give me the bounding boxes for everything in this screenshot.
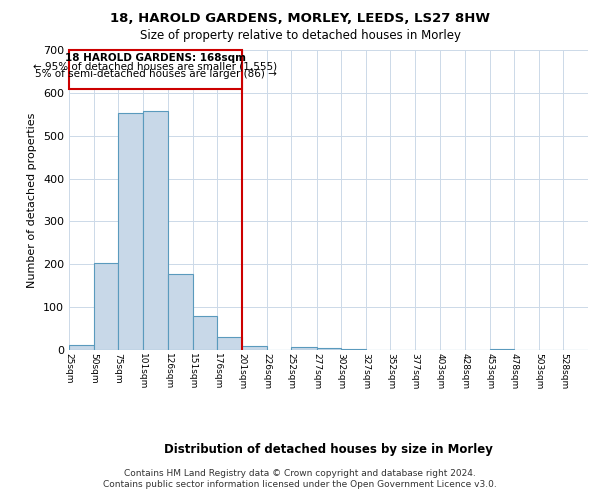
Text: Size of property relative to detached houses in Morley: Size of property relative to detached ho…: [139, 29, 461, 42]
Y-axis label: Number of detached properties: Number of detached properties: [28, 112, 37, 288]
Text: Distribution of detached houses by size in Morley: Distribution of detached houses by size …: [164, 442, 493, 456]
Text: ← 95% of detached houses are smaller (1,555): ← 95% of detached houses are smaller (1,…: [34, 61, 278, 71]
Bar: [69, 345, 94, 350]
Bar: [317, 348, 341, 350]
Bar: [193, 316, 217, 350]
Bar: [143, 112, 168, 350]
Text: Contains HM Land Registry data © Crown copyright and database right 2024.: Contains HM Land Registry data © Crown c…: [124, 469, 476, 478]
Text: 18, HAROLD GARDENS, MORLEY, LEEDS, LS27 8HW: 18, HAROLD GARDENS, MORLEY, LEEDS, LS27 …: [110, 12, 490, 26]
Bar: [490, 348, 514, 350]
Bar: [341, 348, 366, 350]
Bar: [242, 346, 266, 350]
Bar: [94, 262, 118, 350]
Text: 18 HAROLD GARDENS: 168sqm: 18 HAROLD GARDENS: 168sqm: [65, 54, 246, 64]
Bar: [217, 337, 242, 350]
Bar: [118, 112, 143, 350]
Bar: [291, 346, 317, 350]
Bar: [168, 274, 193, 350]
Bar: [69, 50, 242, 88]
Text: Contains public sector information licensed under the Open Government Licence v3: Contains public sector information licen…: [103, 480, 497, 489]
Text: 5% of semi-detached houses are larger (86) →: 5% of semi-detached houses are larger (8…: [35, 69, 277, 79]
